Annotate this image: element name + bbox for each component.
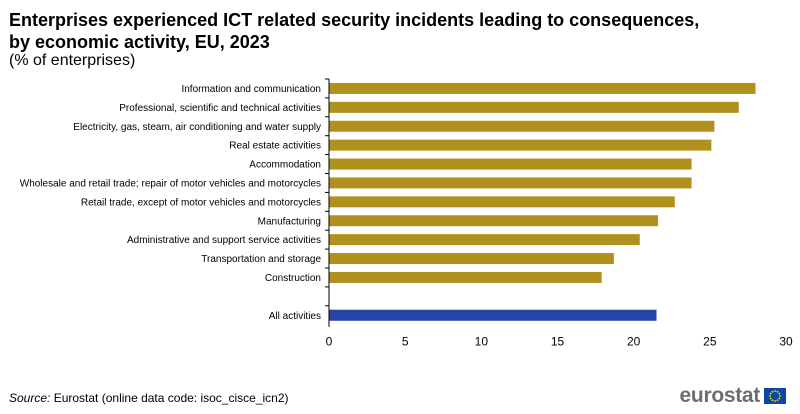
bar-chart: Information and communication Professiona… — [20, 78, 793, 349]
bar-3 — [329, 139, 712, 151]
eu-flag-icon — [764, 388, 786, 404]
x-tick-label: 25 — [703, 335, 717, 349]
bar-5 — [329, 177, 692, 189]
x-tick-label: 20 — [627, 335, 641, 349]
source-label: Source: — [9, 391, 51, 405]
bar-6 — [329, 196, 675, 208]
x-tick-label: 5 — [402, 335, 409, 349]
bar-2 — [329, 120, 715, 132]
chart-title: Enterprises experienced ICT related secu… — [9, 10, 700, 52]
x-tick-label: 0 — [326, 335, 333, 349]
category-label: Manufacturing — [258, 216, 321, 227]
category-label: Wholesale and retail trade; repair of mo… — [20, 178, 321, 189]
bar-12 — [329, 309, 657, 321]
category-label: Electricity, gas, steam, air conditionin… — [73, 122, 321, 133]
axes: 0 5 10 15 20 25 30 — [325, 78, 793, 349]
bars-layer — [329, 82, 756, 321]
bar-4 — [329, 158, 692, 170]
x-tick-label: 30 — [779, 335, 793, 349]
bar-7 — [329, 215, 659, 227]
bar-10 — [329, 271, 602, 283]
source-text: Eurostat (online data code: isoc_cisce_i… — [53, 391, 289, 405]
chart-subtitle: (% of enterprises) — [9, 52, 136, 69]
source-note: Source: Eurostat (online data code: isoc… — [9, 391, 289, 405]
bar-8 — [329, 234, 640, 246]
category-labels: Information and communication Professiona… — [20, 84, 322, 322]
eurostat-logo: eurostat — [680, 384, 786, 408]
category-label: Professional, scientific and technical a… — [119, 103, 321, 114]
category-label: Transportation and storage — [201, 254, 321, 265]
x-tick-label: 15 — [551, 335, 565, 349]
category-label: Construction — [265, 273, 321, 284]
bar-0 — [329, 82, 756, 94]
bar-1 — [329, 101, 739, 113]
x-tick-label: 10 — [475, 335, 489, 349]
bar-9 — [329, 253, 614, 265]
category-label: Accommodation — [249, 160, 321, 171]
category-label: Real estate activities — [229, 141, 321, 152]
category-label: Information and communication — [181, 84, 321, 95]
category-label: Administrative and support service activ… — [127, 235, 321, 246]
category-label: All activities — [269, 311, 321, 322]
category-label: Retail trade, except of motor vehicles a… — [81, 197, 321, 208]
logo-wordmark: eurostat — [679, 384, 761, 407]
